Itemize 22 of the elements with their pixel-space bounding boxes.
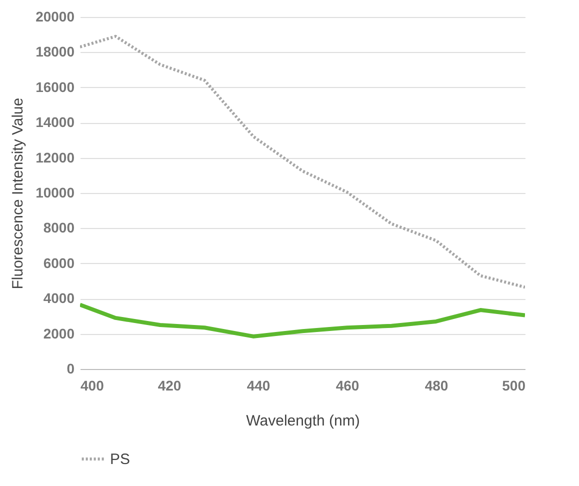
x-axis-title: Wavelength (nm) <box>246 412 360 430</box>
y-tick-label: 0 <box>66 360 75 376</box>
legend-label: PS <box>110 451 130 468</box>
x-tick-label: 500 <box>502 378 526 394</box>
y-tick-label: 16000 <box>36 78 75 95</box>
x-tick-label: 480 <box>424 378 448 394</box>
y-tick-label: 20000 <box>36 8 75 24</box>
y-tick-label: 6000 <box>43 254 75 271</box>
y-tick-label: 14000 <box>36 114 75 130</box>
x-tick-label: 400 <box>80 378 104 394</box>
line-series <box>80 302 525 338</box>
y-axis-title: Fluorescence Intensity Value <box>10 98 27 290</box>
x-tick-label: 440 <box>246 378 270 394</box>
line-series <box>80 34 525 289</box>
y-tick-label: 10000 <box>36 184 75 200</box>
y-tick-label: 8000 <box>43 220 75 236</box>
y-tick-label: 4000 <box>43 290 75 306</box>
y-tick-label: 18000 <box>36 44 75 60</box>
x-tick-label: 420 <box>158 378 182 394</box>
x-tick-label: 460 <box>336 378 360 394</box>
y-tick-label: 12000 <box>36 149 75 166</box>
y-tick-label: 2000 <box>43 325 75 342</box>
